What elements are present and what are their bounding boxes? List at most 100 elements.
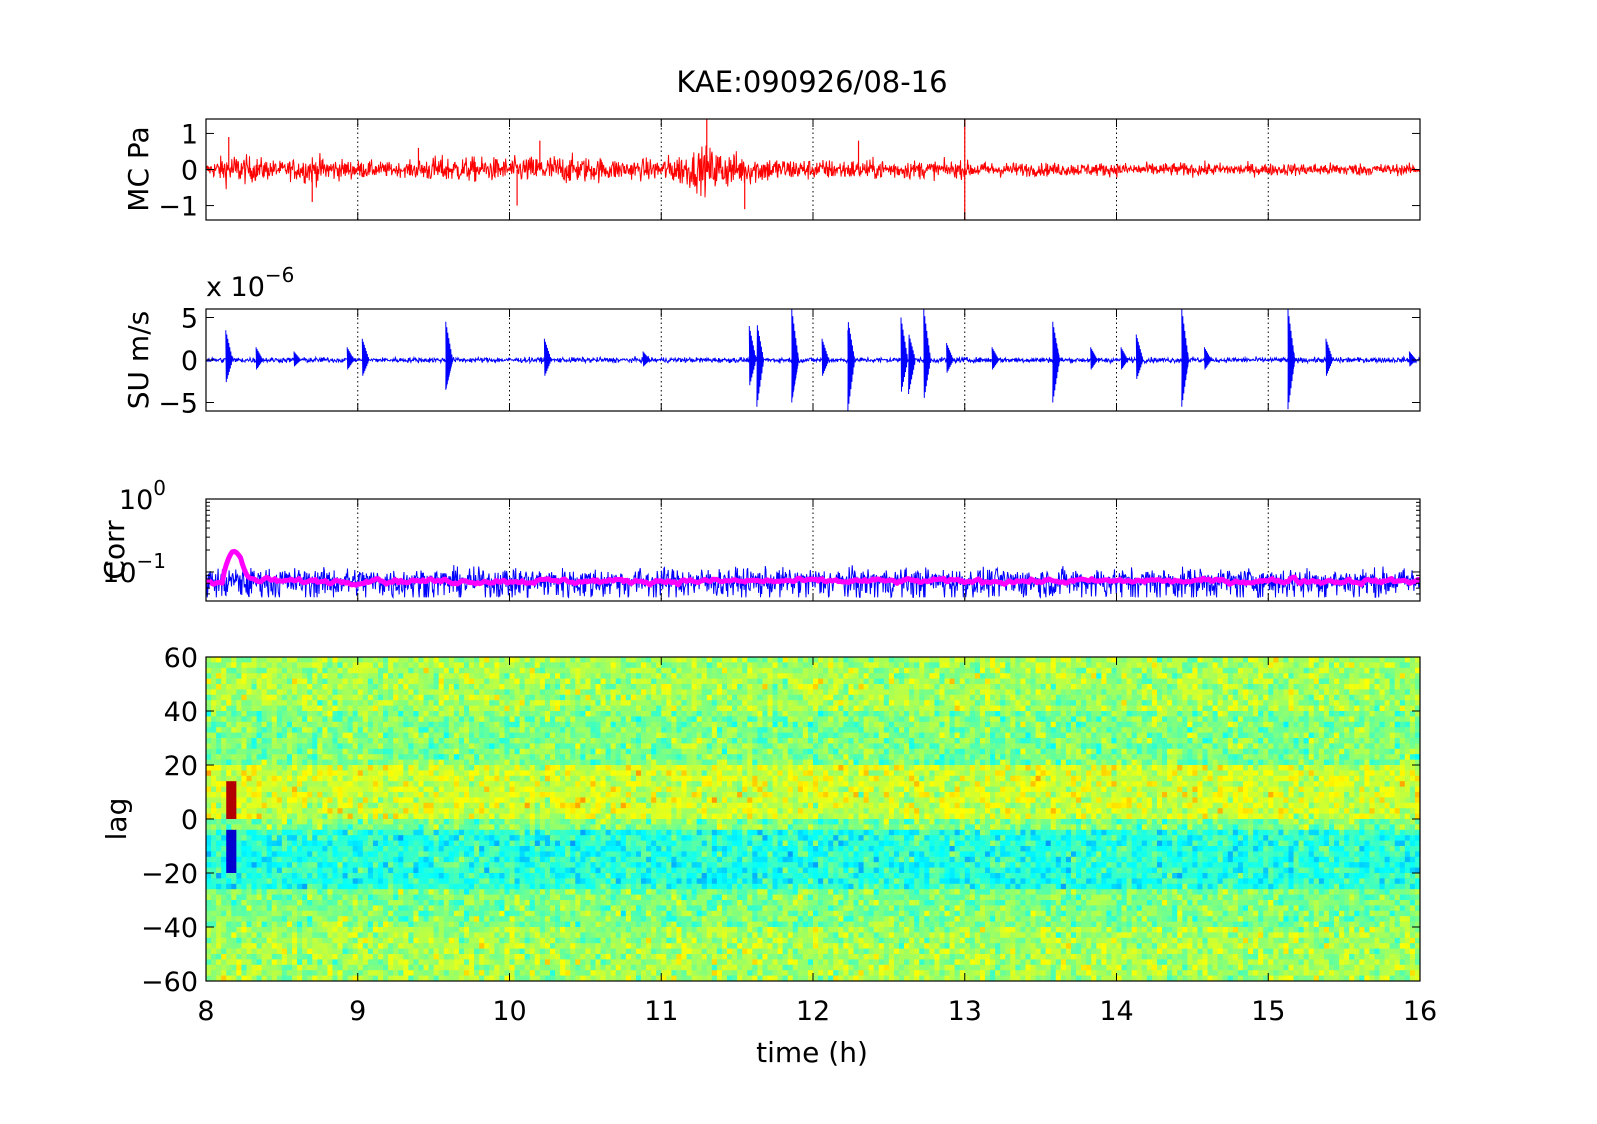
heatmap-cell (449, 743, 455, 749)
heatmap-cell (1253, 733, 1259, 739)
heatmap-cell (1147, 706, 1153, 712)
heatmap-cell (1117, 743, 1123, 749)
heatmap-cell (661, 722, 667, 728)
heatmap-cell (1208, 706, 1214, 712)
heatmap-cell (317, 657, 323, 663)
heatmap-cell (358, 679, 364, 685)
mc-ytick-label: 0 (181, 156, 198, 187)
heatmap-cell (267, 668, 273, 674)
heatmap-cell (504, 668, 510, 674)
heatmap-cell (818, 668, 824, 674)
heatmap-cell (1380, 743, 1386, 749)
heatmap-cell (1339, 738, 1345, 744)
heatmap-cell (773, 679, 779, 685)
heatmap-cell (226, 673, 232, 679)
heatmap-cell (752, 657, 758, 663)
heatmap-cell (575, 695, 581, 701)
heatmap-cell (1056, 695, 1062, 701)
heatmap-cell (449, 711, 455, 717)
heatmap-cell (970, 733, 976, 739)
heatmap-cell (1152, 716, 1158, 722)
heatmap-cell (884, 727, 890, 733)
heatmap-cell (813, 733, 819, 739)
heatmap-cell (338, 657, 344, 663)
heatmap-cell (429, 662, 435, 668)
heatmap-cell (1248, 738, 1254, 744)
heatmap-cell (1339, 733, 1345, 739)
heatmap-cell (626, 689, 632, 695)
heatmap-cell (1101, 711, 1107, 717)
heatmap-cell (322, 689, 328, 695)
heatmap-cell (211, 668, 217, 674)
heatmap-cell (464, 743, 470, 749)
heatmap-cell (606, 743, 612, 749)
heatmap-cell (550, 695, 556, 701)
heatmap-cell (1041, 689, 1047, 695)
heatmap-cell (373, 722, 379, 728)
heatmap-cell (358, 662, 364, 668)
heatmap-cell (1208, 743, 1214, 749)
heatmap-cell (459, 673, 465, 679)
su-burst (1326, 339, 1333, 376)
heatmap-cell (1400, 673, 1406, 679)
corr-panel: 10−1100 Corr (98, 476, 1420, 601)
heatmap-cell (444, 668, 450, 674)
heatmap-cell (236, 679, 242, 685)
heatmap-cell (783, 716, 789, 722)
heatmap-cell (1167, 743, 1173, 749)
heatmap-cell (1111, 679, 1117, 685)
heatmap-cell (1167, 679, 1173, 685)
heatmap-cell (1081, 679, 1087, 685)
heatmap-cell (939, 657, 945, 663)
heatmap-cell (1005, 695, 1011, 701)
heatmap-cell (1162, 711, 1168, 717)
heatmap-cell (1025, 738, 1031, 744)
heatmap-cell (681, 668, 687, 674)
heatmap-cell (909, 679, 915, 685)
heatmap-cell (818, 684, 824, 690)
heatmap-cell (646, 738, 652, 744)
heatmap-cell (595, 716, 601, 722)
heatmap-cell (884, 673, 890, 679)
heatmap-cell (869, 679, 875, 685)
heatmap-cell (317, 743, 323, 749)
heatmap-cell (1304, 716, 1310, 722)
heatmap-cell (919, 716, 925, 722)
heatmap-cell (934, 706, 940, 712)
heatmap-cell (1056, 689, 1062, 695)
heatmap-cell (1081, 711, 1087, 717)
heatmap-cell (520, 700, 526, 706)
heatmap-cell (666, 679, 672, 685)
heatmap-cell (823, 684, 829, 690)
heatmap-cell (469, 673, 475, 679)
heatmap-cell (950, 738, 956, 744)
heatmap-cell (697, 679, 703, 685)
heatmap-cell (424, 749, 430, 755)
heatmap-cell (1177, 743, 1183, 749)
heatmap-cell (1233, 743, 1239, 749)
heatmap-cell (459, 743, 465, 749)
heatmap-cell (636, 668, 642, 674)
heatmap-cell (1117, 684, 1123, 690)
heatmap-cell (590, 733, 596, 739)
heatmap-cell (995, 668, 1001, 674)
heatmap-cell (1056, 711, 1062, 717)
heatmap-cell (1142, 662, 1148, 668)
heatmap-cell (530, 733, 536, 739)
heatmap-cell (975, 727, 981, 733)
heatmap-cell (934, 679, 940, 685)
heatmap-cell (373, 727, 379, 733)
heatmap-cell (363, 738, 369, 744)
heatmap-cell (595, 727, 601, 733)
heatmap-cell (757, 722, 763, 728)
heatmap-cell (813, 668, 819, 674)
heatmap-cell (980, 668, 986, 674)
heatmap-cell (1288, 695, 1294, 701)
heatmap-cell (484, 733, 490, 739)
heatmap-cell (783, 727, 789, 733)
heatmap-cell (418, 722, 424, 728)
heatmap-cell (1283, 716, 1289, 722)
heatmap-cell (1273, 727, 1279, 733)
heatmap-cell (980, 738, 986, 744)
heatmap-cell (540, 722, 546, 728)
